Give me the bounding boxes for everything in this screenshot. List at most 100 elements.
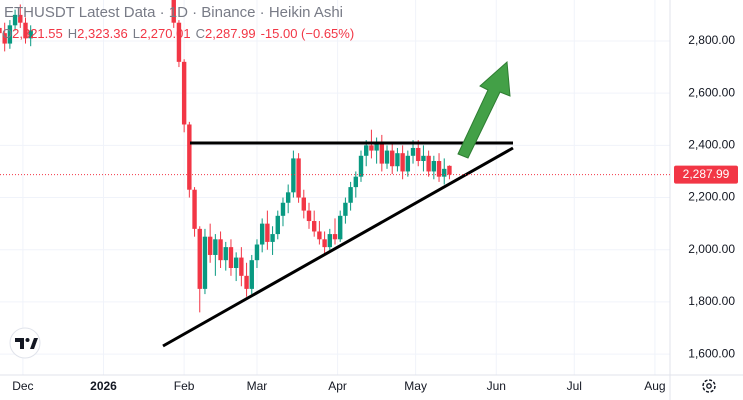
ohlc-text: O2,321.55 H2,323.36 L2,270.01 C2,287.99 -15.… xyxy=(2,26,354,41)
candle-body xyxy=(181,61,187,125)
x-tick-label: Dec xyxy=(12,379,33,393)
settings-button[interactable] xyxy=(702,379,716,393)
candle-body xyxy=(348,187,353,203)
chart-title: ETHUSDT Latest Data · 1D · Binance · Hei… xyxy=(4,4,343,21)
candle-body xyxy=(28,30,33,39)
y-tick-label: 2,200.00 xyxy=(688,190,735,204)
y-tick-label: 1,600.00 xyxy=(688,346,735,360)
last-price-label: 2,287.99 xyxy=(683,167,730,181)
candle-body xyxy=(296,158,301,198)
ohlc-value: 2,321.55 xyxy=(12,26,63,41)
candle-body xyxy=(197,228,202,289)
candle-body xyxy=(374,142,379,151)
grid xyxy=(0,0,670,375)
candle-body xyxy=(338,215,343,240)
candle-body xyxy=(291,158,296,193)
candle-body xyxy=(2,33,7,44)
candle-body xyxy=(379,142,385,164)
candle-body xyxy=(426,155,431,172)
candle-body xyxy=(405,155,411,172)
ohlc-key: O xyxy=(2,26,12,41)
candle-body xyxy=(384,150,390,164)
candle-body xyxy=(421,155,426,162)
candle-body xyxy=(301,197,306,211)
y-tick-label: 1,800.00 xyxy=(688,294,735,308)
candle-body xyxy=(259,223,265,245)
candle-body xyxy=(431,161,437,172)
candle-body xyxy=(306,210,312,222)
candle-body xyxy=(322,239,327,248)
support-line xyxy=(162,146,514,348)
candle-body xyxy=(207,236,213,255)
candle-body xyxy=(327,234,332,248)
ohlc-key: C xyxy=(196,26,205,41)
logo xyxy=(9,327,41,359)
ohlc-value: 2,323.36 xyxy=(77,26,128,41)
ohlc-key: L xyxy=(133,26,140,41)
candle-body xyxy=(23,22,28,39)
x-tick-label: Feb xyxy=(174,379,195,393)
candle-body xyxy=(249,260,254,289)
x-tick-label: Mar xyxy=(247,379,268,393)
candle-body xyxy=(187,124,192,190)
x-tick-label: May xyxy=(404,379,427,393)
candle-body xyxy=(395,153,400,167)
x-tick-label: Jun xyxy=(487,379,506,393)
candle-body xyxy=(358,155,364,177)
candle-body xyxy=(390,150,395,167)
candle-body xyxy=(447,165,452,175)
candle-body xyxy=(265,223,270,242)
ohlc-key: H xyxy=(68,26,77,41)
axes: 1,600.00 1,800.00 2,000.00 2,200.00 2,400.00… xyxy=(12,33,735,393)
candle-body xyxy=(275,215,280,235)
candle-body xyxy=(12,14,18,26)
candle-body xyxy=(223,247,228,261)
candle-body xyxy=(353,176,359,188)
candle-body xyxy=(213,239,218,255)
y-tick-label: 2,800.00 xyxy=(688,33,735,47)
candle-body xyxy=(218,239,223,261)
candle-body xyxy=(285,192,291,203)
candle-body xyxy=(233,257,239,269)
candle-body xyxy=(202,236,208,289)
candle-body xyxy=(171,0,176,23)
y-tick-label: 2,000.00 xyxy=(688,242,735,256)
candle-body xyxy=(369,145,374,151)
arrow xyxy=(457,60,511,159)
x-tick-label: 2026 xyxy=(90,379,117,393)
candle-body xyxy=(228,247,234,269)
candle-body xyxy=(18,14,23,23)
ohlc-value: 2,287.99 xyxy=(205,26,256,41)
candle-body xyxy=(416,147,421,162)
x-tick-label: Aug xyxy=(644,379,665,393)
candle-body xyxy=(239,257,244,276)
candle-body xyxy=(7,25,13,44)
candle-body xyxy=(436,161,442,177)
candle-body xyxy=(244,275,249,289)
candle-body xyxy=(343,202,348,216)
candle-body xyxy=(270,234,275,242)
x-tick-label: Apr xyxy=(328,379,347,393)
y-tick-label: 2,600.00 xyxy=(688,85,735,99)
candle-body xyxy=(400,153,405,172)
candle-body xyxy=(0,27,2,34)
candle-body xyxy=(442,168,447,177)
candle-body xyxy=(192,189,197,229)
change-label: -15.00 (−0.65%) xyxy=(261,26,355,41)
ohlc-header: O2,321.55 H2,323.36 L2,270.01 C2,287.99 -15.… xyxy=(2,26,354,41)
candle-body xyxy=(254,244,260,261)
x-tick-label: Jul xyxy=(567,379,582,393)
candle-body xyxy=(410,147,416,156)
y-tick-label: 2,400.00 xyxy=(688,138,735,152)
candle-body xyxy=(311,221,317,232)
candles xyxy=(0,0,452,313)
candle-body xyxy=(332,234,338,240)
ohlc-value: 2,270.01 xyxy=(140,26,191,41)
last-price-box xyxy=(674,165,738,184)
candle-body xyxy=(364,145,369,156)
candle-body xyxy=(280,202,286,216)
candle-body xyxy=(317,231,322,240)
candle-body xyxy=(176,22,182,62)
